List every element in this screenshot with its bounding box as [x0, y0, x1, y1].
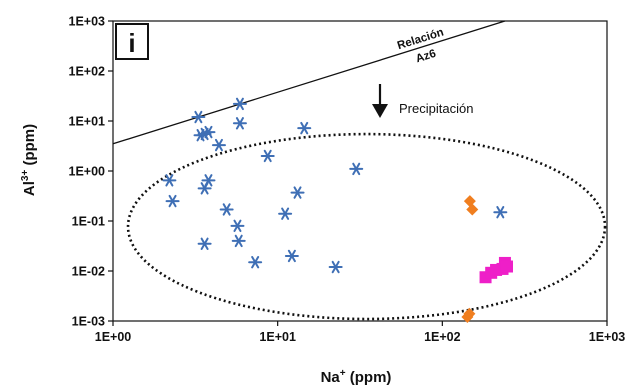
asterisk-point	[493, 205, 508, 219]
diamond-point	[466, 203, 479, 216]
y-tick-label: 1E+00	[69, 165, 106, 179]
x-tick-label: 1E+00	[95, 330, 132, 344]
asterisk-point	[278, 207, 293, 220]
asterisk-point	[349, 162, 364, 176]
precipitation-ellipse-group	[126, 132, 607, 321]
asterisk-point	[162, 174, 177, 187]
asterisk-point	[201, 125, 216, 139]
y-tick-label: 1E-02	[72, 265, 105, 279]
asterisk-point	[230, 219, 245, 233]
asterisk-point	[290, 186, 305, 199]
precipitation-ellipse	[126, 132, 607, 321]
down-arrow-icon	[372, 104, 388, 118]
x-axis-title: Na+ (ppm)	[321, 368, 392, 386]
asterisk-point	[297, 121, 312, 135]
precipitation-label: Precipitación	[399, 101, 473, 116]
x-tick-label: 1E+01	[259, 330, 296, 344]
plot-area	[112, 20, 608, 322]
axis-ticks: 1E+00 1E+01 1E+02 1E+03 1E-03 1E-02 1E-01 1E+00…	[69, 15, 626, 345]
asterisk-point	[197, 237, 212, 250]
reference-line	[112, 20, 506, 145]
y-tick-label: 1E+02	[69, 65, 106, 79]
asterisk-point	[231, 234, 246, 248]
x-tick-label: 1E+03	[589, 330, 626, 344]
data-points	[162, 97, 513, 324]
y-tick-label: 1E+01	[69, 115, 106, 129]
asterisk-point	[165, 194, 180, 208]
asterisk-point	[248, 255, 263, 269]
panel-label-box: i	[115, 23, 149, 60]
asterisk-point	[211, 138, 226, 152]
precipitation-annotation: Precipitación	[372, 84, 473, 118]
asterisk-point	[232, 97, 247, 111]
asterisk-point	[191, 110, 206, 124]
y-tick-label: 1E-01	[72, 215, 105, 229]
asterisk-point	[328, 260, 343, 274]
y-axis-title: Al3+ (ppm)	[20, 124, 38, 196]
y-tick-label: 1E-03	[72, 315, 105, 329]
asterisk-point	[232, 117, 247, 130]
x-tick-label: 1E+02	[424, 330, 461, 344]
asterisk-point	[219, 203, 234, 216]
asterisk-point	[201, 174, 216, 187]
diamond-point	[463, 307, 476, 320]
asterisk-point	[284, 249, 299, 263]
asterisk-point	[260, 149, 275, 163]
square-point	[500, 260, 513, 273]
y-tick-label: 1E+03	[69, 15, 106, 29]
panel-label: i	[128, 28, 135, 58]
